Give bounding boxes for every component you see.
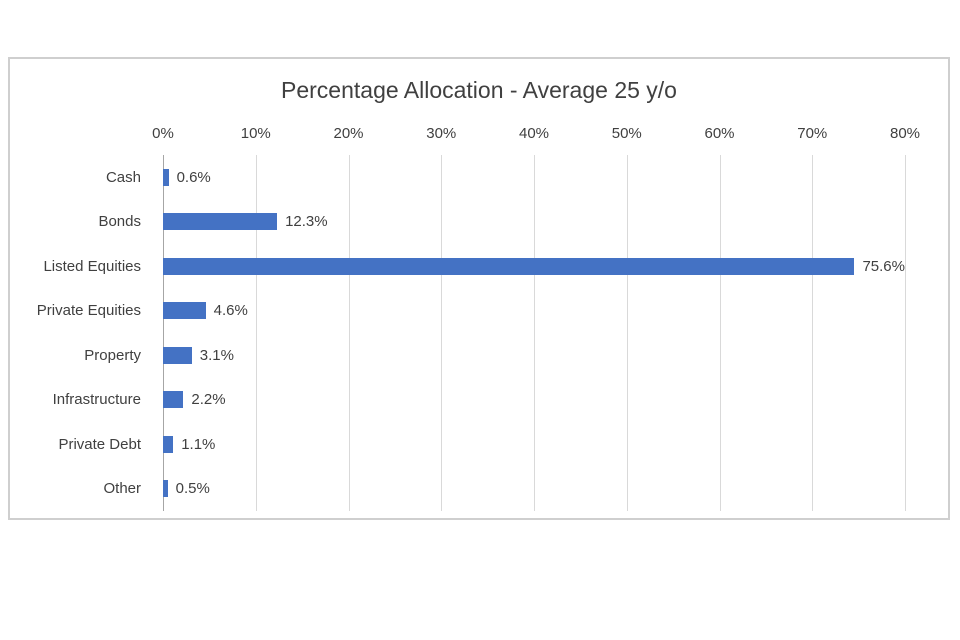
bar-row: 0.6% bbox=[163, 155, 905, 200]
category-label: Private Equities bbox=[36, 302, 141, 320]
vertical-gridline bbox=[348, 155, 350, 511]
x-axis-tick-label: 70% bbox=[797, 125, 828, 142]
bar bbox=[163, 346, 192, 364]
bar-row: 1.1% bbox=[163, 422, 905, 467]
category-label: Private Debt bbox=[58, 435, 141, 453]
bar bbox=[163, 213, 278, 231]
bars: 0.6% 12.3% 75.6% 4.6% 3.1% 2.2% 1.1% 0.5% bbox=[163, 155, 905, 511]
bar-row: 4.6% bbox=[163, 289, 905, 334]
value-label: 3.1% bbox=[199, 346, 234, 364]
x-axis-tick-label: 0% bbox=[152, 125, 174, 142]
bar bbox=[163, 257, 855, 275]
vertical-gridline bbox=[441, 155, 443, 511]
category-labels: Cash Bonds Listed Equities Private Equities… bbox=[12, 155, 153, 511]
vertical-gridline bbox=[534, 155, 535, 511]
bar-row: 0.5% bbox=[163, 467, 905, 512]
category-label: Cash bbox=[105, 168, 141, 186]
category-label: Listed Equities bbox=[43, 257, 141, 275]
category-label: Infrastructure bbox=[52, 391, 141, 409]
category-label: Bonds bbox=[98, 213, 141, 231]
x-axis-tick-label: 10% bbox=[240, 125, 271, 142]
value-label: 0.6% bbox=[176, 168, 211, 186]
value-label: 0.5% bbox=[175, 480, 210, 498]
bar bbox=[163, 168, 169, 186]
chart-frame: Percentage Allocation - Average 25 y/o 0… bbox=[8, 57, 950, 520]
bar-row: 12.3% bbox=[163, 200, 905, 245]
plot-area: 0.6% 12.3% 75.6% 4.6% 3.1% 2.2% 1.1% 0.5% bbox=[163, 155, 906, 511]
value-label: 12.3% bbox=[285, 213, 328, 231]
x-axis-tick-label: 40% bbox=[518, 125, 550, 142]
x-axis-tick-label: 60% bbox=[704, 125, 735, 142]
bar-row: 2.2% bbox=[163, 378, 905, 423]
gridlines bbox=[163, 155, 906, 511]
value-label: 75.6% bbox=[862, 257, 905, 275]
value-label: 2.2% bbox=[191, 391, 226, 409]
vertical-gridline bbox=[719, 155, 721, 511]
x-axis-tick-label: 80% bbox=[889, 125, 921, 142]
bar bbox=[163, 435, 174, 453]
value-label: 1.1% bbox=[181, 435, 216, 453]
category-axis-line bbox=[163, 155, 164, 511]
vertical-gridline bbox=[905, 155, 906, 511]
vertical-gridline bbox=[626, 155, 628, 511]
vertical-gridline bbox=[812, 155, 814, 511]
category-label: Other bbox=[103, 480, 141, 498]
value-label: 4.6% bbox=[213, 302, 248, 320]
bar-row: 3.1% bbox=[163, 333, 905, 378]
category-label: Property bbox=[84, 346, 141, 364]
bar-row: 75.6% bbox=[163, 244, 905, 289]
x-axis: 0% 10% 20% 30% 40% 50% 60% 70% 80% bbox=[152, 125, 920, 145]
vertical-gridline bbox=[255, 155, 257, 511]
chart-title: Percentage Allocation - Average 25 y/o bbox=[281, 77, 677, 103]
x-axis-tick-label: 30% bbox=[426, 125, 457, 142]
x-axis-tick-label: 50% bbox=[611, 125, 642, 142]
bar bbox=[163, 391, 184, 409]
x-axis-tick-label: 20% bbox=[333, 125, 364, 142]
bar bbox=[163, 302, 206, 320]
bar bbox=[163, 480, 168, 498]
